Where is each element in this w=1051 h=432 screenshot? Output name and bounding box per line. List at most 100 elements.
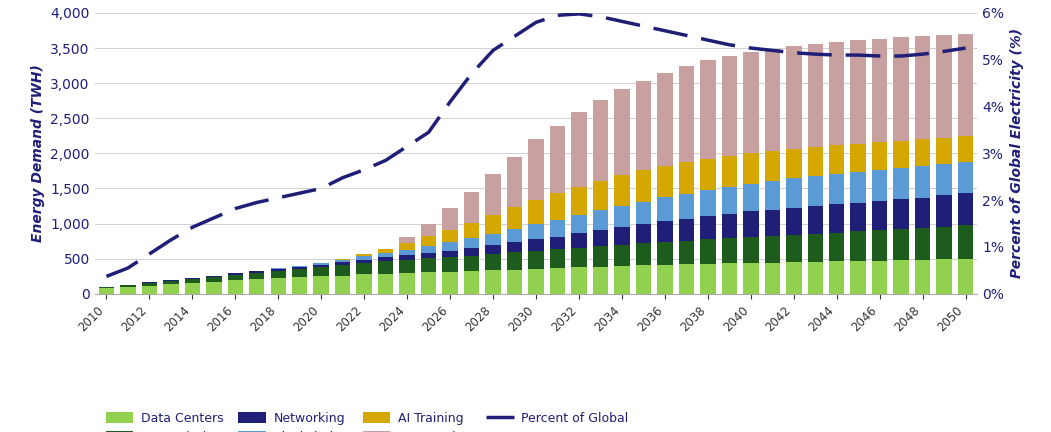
Bar xyxy=(957,136,973,162)
Y-axis label: Percent of Global Electricity (%): Percent of Global Electricity (%) xyxy=(1010,29,1024,278)
Percent of Global xyxy=(165,237,178,242)
Bar xyxy=(378,261,393,274)
Bar xyxy=(399,273,415,294)
Bar xyxy=(99,287,115,288)
Bar xyxy=(185,279,200,283)
Bar xyxy=(636,243,652,265)
Bar xyxy=(228,280,243,294)
Percent of Global xyxy=(487,48,499,53)
Bar xyxy=(679,219,694,241)
Bar xyxy=(764,210,780,236)
Bar xyxy=(378,249,393,253)
Bar xyxy=(486,215,500,234)
Percent of Global xyxy=(423,130,435,135)
Bar xyxy=(722,214,737,238)
Bar xyxy=(486,245,500,254)
Percent of Global xyxy=(100,274,112,279)
Bar xyxy=(142,283,157,286)
Bar xyxy=(764,236,780,263)
Bar xyxy=(700,239,716,264)
Bar xyxy=(614,89,630,175)
Bar xyxy=(356,263,372,274)
Bar xyxy=(529,251,543,269)
Bar xyxy=(185,283,200,294)
Bar xyxy=(700,264,716,294)
Bar xyxy=(829,174,844,204)
Bar xyxy=(420,246,436,253)
Bar xyxy=(743,237,759,263)
Bar xyxy=(786,208,802,235)
Bar xyxy=(550,249,565,268)
Bar xyxy=(722,156,737,187)
Bar xyxy=(829,261,844,294)
Bar xyxy=(120,287,136,294)
Bar xyxy=(507,242,522,252)
Bar xyxy=(335,276,350,294)
Percent of Global xyxy=(766,48,779,53)
Bar xyxy=(270,269,286,271)
Bar xyxy=(507,229,522,242)
Bar xyxy=(614,266,630,294)
Bar xyxy=(507,207,522,229)
Bar xyxy=(378,257,393,261)
Bar xyxy=(657,197,673,221)
Bar xyxy=(442,272,458,294)
Bar xyxy=(292,277,308,294)
Bar xyxy=(764,49,780,151)
Bar xyxy=(636,202,652,224)
Bar xyxy=(915,260,930,294)
Bar xyxy=(614,245,630,266)
Bar xyxy=(657,166,673,197)
Bar xyxy=(893,260,909,294)
Percent of Global xyxy=(744,45,757,51)
Bar xyxy=(399,260,415,273)
Bar xyxy=(915,140,930,166)
Bar xyxy=(850,203,866,232)
Bar xyxy=(249,280,265,294)
Bar xyxy=(850,40,866,144)
Bar xyxy=(593,246,609,267)
Bar xyxy=(529,224,543,239)
Bar xyxy=(872,201,887,230)
Bar xyxy=(550,126,565,193)
Percent of Global xyxy=(873,54,886,59)
Bar xyxy=(636,265,652,294)
Bar xyxy=(507,252,522,270)
Bar xyxy=(270,271,286,278)
Bar xyxy=(593,267,609,294)
Bar xyxy=(420,236,436,246)
Percent of Global xyxy=(960,45,972,51)
Bar xyxy=(249,271,265,273)
Bar xyxy=(700,216,716,239)
Bar xyxy=(99,288,115,294)
Bar xyxy=(872,230,887,261)
Percent of Global xyxy=(680,33,693,38)
Bar xyxy=(420,253,436,258)
Bar xyxy=(335,265,350,276)
Bar xyxy=(228,273,243,275)
Bar xyxy=(313,276,329,294)
Percent of Global xyxy=(272,195,285,200)
Percent of Global xyxy=(509,34,521,39)
Bar xyxy=(442,230,458,242)
Percent of Global xyxy=(551,13,563,18)
Bar xyxy=(420,224,436,236)
Bar xyxy=(786,46,802,149)
Percent of Global xyxy=(336,175,349,180)
Bar xyxy=(356,257,372,260)
Bar xyxy=(163,280,179,281)
Bar xyxy=(356,274,372,294)
Percent of Global xyxy=(916,51,929,57)
Bar xyxy=(893,141,909,168)
Bar xyxy=(872,143,887,170)
Bar xyxy=(463,192,479,222)
Percent of Global xyxy=(530,20,542,25)
Bar xyxy=(829,232,844,261)
Bar xyxy=(850,144,866,172)
Bar xyxy=(679,162,694,194)
Bar xyxy=(829,146,844,174)
Bar xyxy=(442,242,458,251)
Bar xyxy=(850,232,866,261)
Bar xyxy=(915,229,930,260)
Bar xyxy=(507,270,522,294)
